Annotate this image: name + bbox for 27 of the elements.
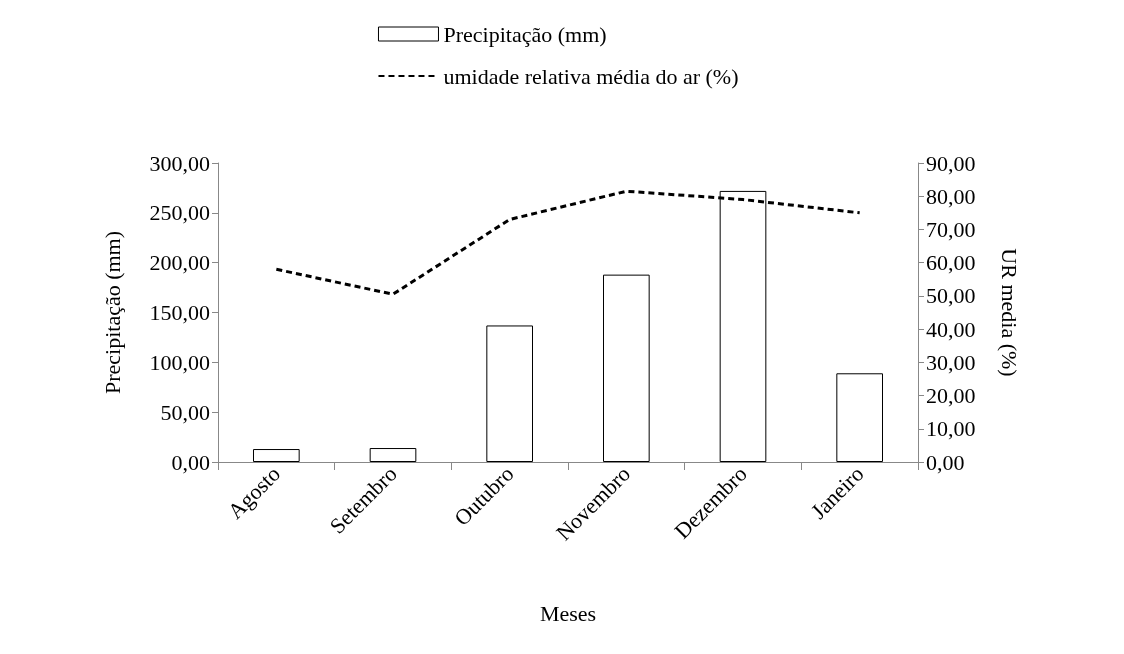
bar [486, 325, 533, 462]
bar [369, 448, 417, 462]
y-tick-label: 150,00 [149, 300, 210, 325]
bar [603, 274, 650, 462]
y2-tick-label: 90,00 [926, 150, 976, 176]
y-tick-label: 0,00 [171, 449, 210, 475]
bar [253, 449, 300, 462]
y2-tick-label: 0,00 [926, 449, 965, 475]
y2-tick-label: 40,00 [926, 316, 976, 342]
y2-tick-label: 20,00 [926, 383, 976, 409]
y-tick-label: 250,00 [149, 200, 210, 226]
legend-label: Precipitação (mm) [443, 21, 607, 47]
y-tick-label: 300,00 [149, 150, 210, 176]
y2-axis-title: UR media (%) [996, 248, 1022, 377]
y-tick-label: 100,00 [149, 349, 210, 375]
y-tick-label: 50,00 [160, 399, 210, 425]
bar [836, 373, 883, 462]
y-tick-label: 200,00 [149, 250, 210, 276]
y2-tick-label: 50,00 [926, 283, 976, 309]
y2-tick-label: 30,00 [926, 349, 976, 375]
y2-tick-label: 80,00 [926, 183, 976, 209]
y2-tick-label: 10,00 [926, 416, 976, 442]
legend-label: umidade relativa média do ar (%) [443, 63, 739, 89]
y2-tick-label: 70,00 [926, 216, 976, 242]
y-axis-title: Precipitação (mm) [99, 230, 125, 395]
x-axis-title: Meses [539, 600, 597, 626]
y2-tick-label: 60,00 [926, 250, 976, 276]
